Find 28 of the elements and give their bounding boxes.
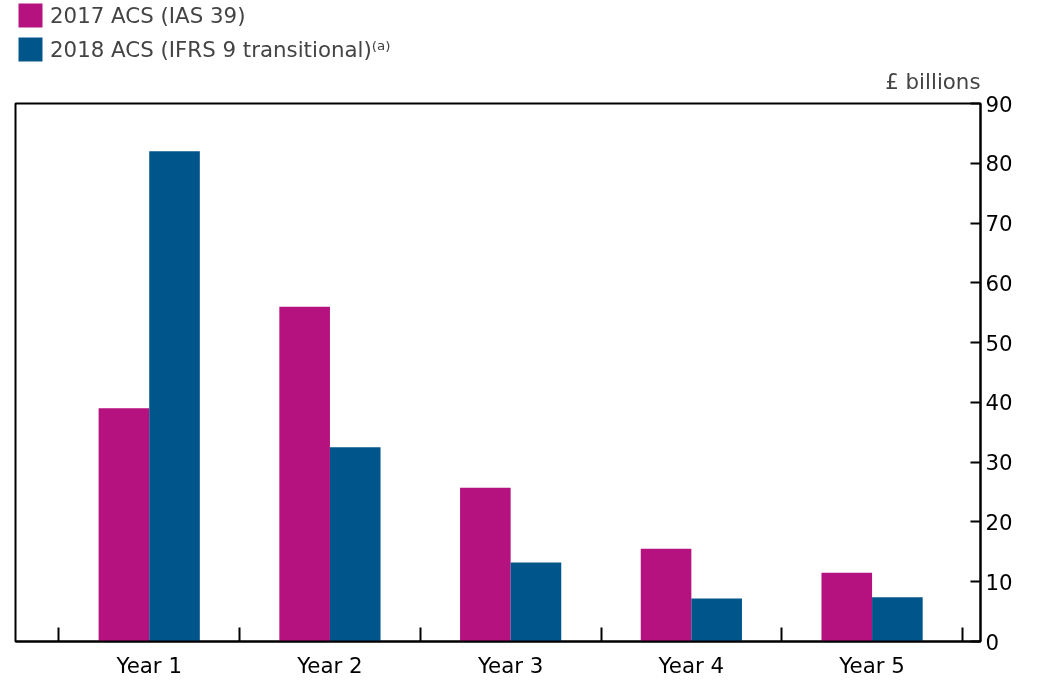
- x-tick-label: Year 3: [476, 652, 544, 678]
- y-tick-label: 10: [985, 569, 1013, 595]
- bar: [98, 408, 150, 642]
- y-tick-label: 50: [985, 330, 1013, 356]
- x-tick-label: Year 4: [657, 652, 725, 678]
- legend-label: 2018 ACS (IFRS 9 transitional)⁽ᵃ⁾: [50, 36, 391, 62]
- bar: [149, 151, 200, 642]
- legend-label: 2017 ACS (IAS 39): [50, 2, 246, 28]
- y-tick-label: 20: [985, 509, 1013, 535]
- x-tick-label: Year 5: [838, 652, 905, 678]
- y-tick-label: 40: [985, 390, 1013, 416]
- y-tick-label: 0: [985, 629, 1000, 655]
- y-axis-title: £ billions: [885, 68, 981, 94]
- bar: [821, 572, 873, 642]
- y-tick-label: 80: [985, 151, 1013, 177]
- bar: [279, 306, 330, 642]
- y-tick-label: 90: [985, 91, 1013, 117]
- bar: [460, 487, 511, 642]
- y-tick-label: 70: [985, 211, 1013, 237]
- bar: [640, 548, 692, 642]
- bar: [329, 447, 381, 642]
- y-tick-label: 30: [985, 450, 1013, 476]
- bar: [691, 598, 742, 642]
- bar: [872, 597, 923, 642]
- y-tick-label: 60: [985, 270, 1013, 296]
- bar: [510, 562, 562, 642]
- x-tick-label: Year 2: [296, 652, 363, 678]
- x-tick-label: Year 1: [115, 652, 182, 678]
